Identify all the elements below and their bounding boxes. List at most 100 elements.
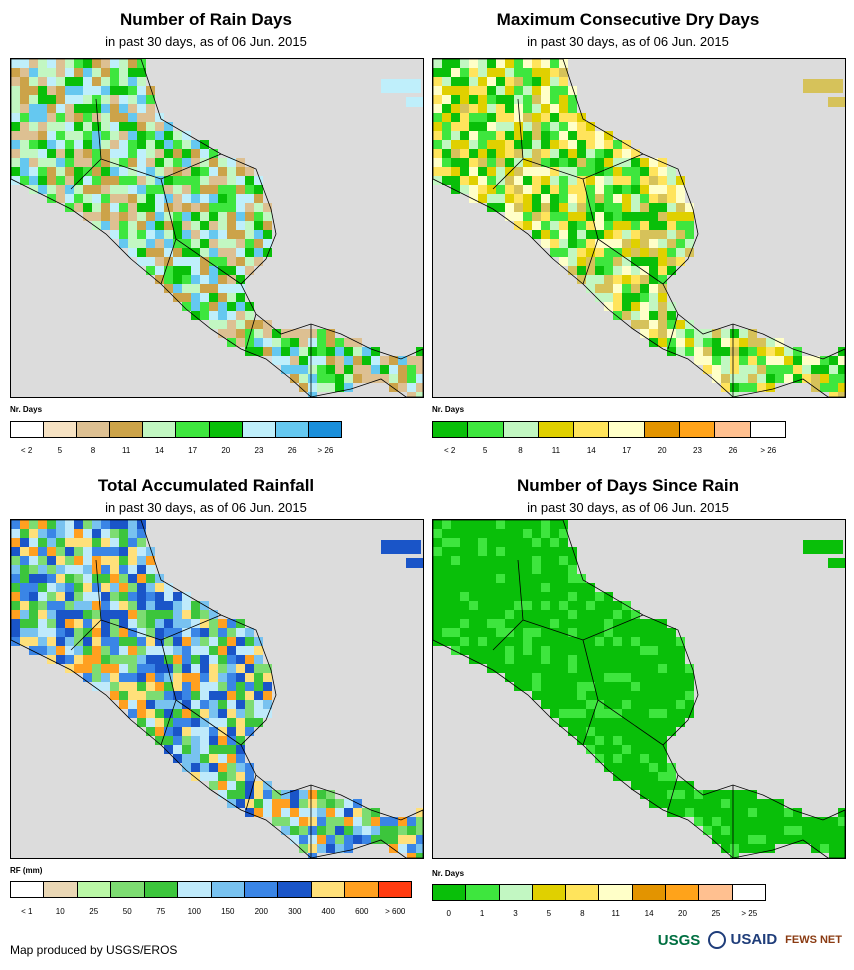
map-pixel	[442, 77, 451, 86]
map-pixel	[164, 248, 173, 257]
map-pixel	[263, 673, 272, 682]
map-pixel	[640, 727, 649, 736]
map-pixel	[11, 565, 20, 574]
map-pixel	[811, 356, 820, 365]
map-pixel	[29, 574, 38, 583]
map-pixel	[380, 817, 389, 826]
map-pixel	[487, 131, 496, 140]
map-pixel	[613, 628, 622, 637]
map-pixel	[469, 86, 478, 95]
map-pixel	[371, 808, 380, 817]
map-pixel	[451, 185, 460, 194]
map-pixel	[128, 574, 137, 583]
map-pixel	[487, 68, 496, 77]
map-pixel	[56, 547, 65, 556]
map-pixel	[101, 131, 110, 140]
map-pixel	[829, 826, 838, 835]
map-pixel	[586, 239, 595, 248]
map-pixel	[829, 356, 838, 365]
map-pixel	[236, 248, 245, 257]
map-pixel	[164, 194, 173, 203]
map-pixel	[128, 185, 137, 194]
map-pixel	[299, 347, 308, 356]
legend-swatch	[209, 422, 243, 437]
map-pixel	[146, 718, 155, 727]
map-pixel	[622, 302, 631, 311]
map-pixel	[838, 383, 845, 392]
map-pixel	[20, 104, 29, 113]
map-pixel	[586, 682, 595, 691]
map-pixel	[694, 808, 703, 817]
map-pixel	[658, 302, 667, 311]
map-pixel	[11, 628, 20, 637]
map-pixel	[487, 610, 496, 619]
map-pixel	[245, 709, 254, 718]
map-pixel	[380, 835, 389, 844]
map-pixel	[721, 790, 730, 799]
map-pixel	[137, 212, 146, 221]
map-pixel	[218, 763, 227, 772]
map-pixel	[254, 347, 263, 356]
map-pixel	[101, 538, 110, 547]
map-pixel	[433, 610, 442, 619]
map-pixel	[209, 302, 218, 311]
map-pixel	[433, 68, 442, 77]
legend-swatch	[44, 422, 78, 437]
map-pixel	[137, 574, 146, 583]
map-pixel	[362, 374, 371, 383]
legend-swatch	[468, 422, 504, 437]
map-pixel	[532, 682, 541, 691]
map-pixel	[532, 637, 541, 646]
map-pixel	[128, 194, 137, 203]
map-pixel	[568, 257, 577, 266]
map-pixel	[496, 628, 505, 637]
map-pixel	[586, 122, 595, 131]
map-pixel	[236, 212, 245, 221]
map-pixel	[703, 338, 712, 347]
map-pixel	[74, 556, 83, 565]
map-pixel	[101, 664, 110, 673]
map-pixel	[559, 221, 568, 230]
map-pixel	[676, 248, 685, 257]
map-pixel	[667, 700, 676, 709]
map-pixel	[577, 610, 586, 619]
map-pixel	[559, 691, 568, 700]
map-pixel	[209, 772, 218, 781]
map-pixel	[541, 601, 550, 610]
map-pixel	[829, 392, 838, 397]
usaid-seal-icon	[708, 931, 727, 950]
map-pixel	[532, 619, 541, 628]
map-pixel	[110, 86, 119, 95]
map-pixel	[146, 140, 155, 149]
map-pixel	[685, 203, 694, 212]
map-pixel	[793, 817, 802, 826]
map-pixel	[398, 844, 407, 853]
map-pixel	[164, 266, 173, 275]
map-pixel	[496, 95, 505, 104]
map-pixel	[676, 691, 685, 700]
coastline	[433, 520, 845, 858]
map-pixel	[622, 700, 631, 709]
map-pixel	[604, 601, 613, 610]
map-pixel	[541, 167, 550, 176]
map-pixel	[191, 203, 200, 212]
map-pixel	[263, 790, 272, 799]
map-pixel	[92, 59, 101, 68]
map-pixel	[595, 230, 604, 239]
map-pixel	[326, 799, 335, 808]
map-pixel	[146, 601, 155, 610]
map-pixel	[65, 122, 74, 131]
map-pixel	[263, 230, 272, 239]
map-pixel	[595, 284, 604, 293]
map-pixel	[550, 185, 559, 194]
map-pixel	[685, 320, 694, 329]
map-pixel	[335, 338, 344, 347]
map-pixel	[730, 817, 739, 826]
map-pixel	[92, 194, 101, 203]
map-pixel	[281, 808, 290, 817]
country-border	[245, 774, 257, 811]
map-pixel	[730, 790, 739, 799]
map-pixel	[191, 239, 200, 248]
map-pixel	[47, 104, 56, 113]
map-pixel	[47, 601, 56, 610]
